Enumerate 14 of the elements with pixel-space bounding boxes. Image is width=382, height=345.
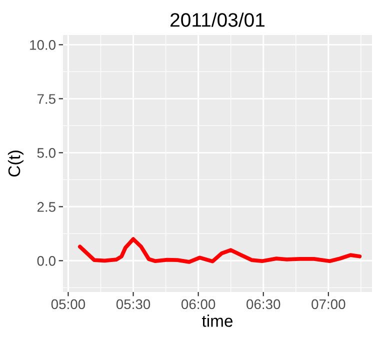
x-tick-label: 05:00 [51,299,86,310]
y-tick-label: 7.5 [37,94,56,104]
x-axis-title: time [202,314,233,327]
x-tick-label: 05:30 [116,299,150,310]
y-tick-label: 5.0 [37,148,56,158]
x-tick-label: 06:30 [246,299,280,310]
line-series [78,237,362,264]
y-tick-label: 0.0 [37,256,56,266]
chart-title: 2011/03/01 [170,12,264,27]
y-tick-label: 2.5 [37,202,56,212]
x-tick-label: 07:00 [312,299,346,310]
y-axis-title: C(t) [8,150,24,177]
y-tick-label: 10.0 [30,40,56,50]
x-tick-label: 06:00 [181,299,216,310]
